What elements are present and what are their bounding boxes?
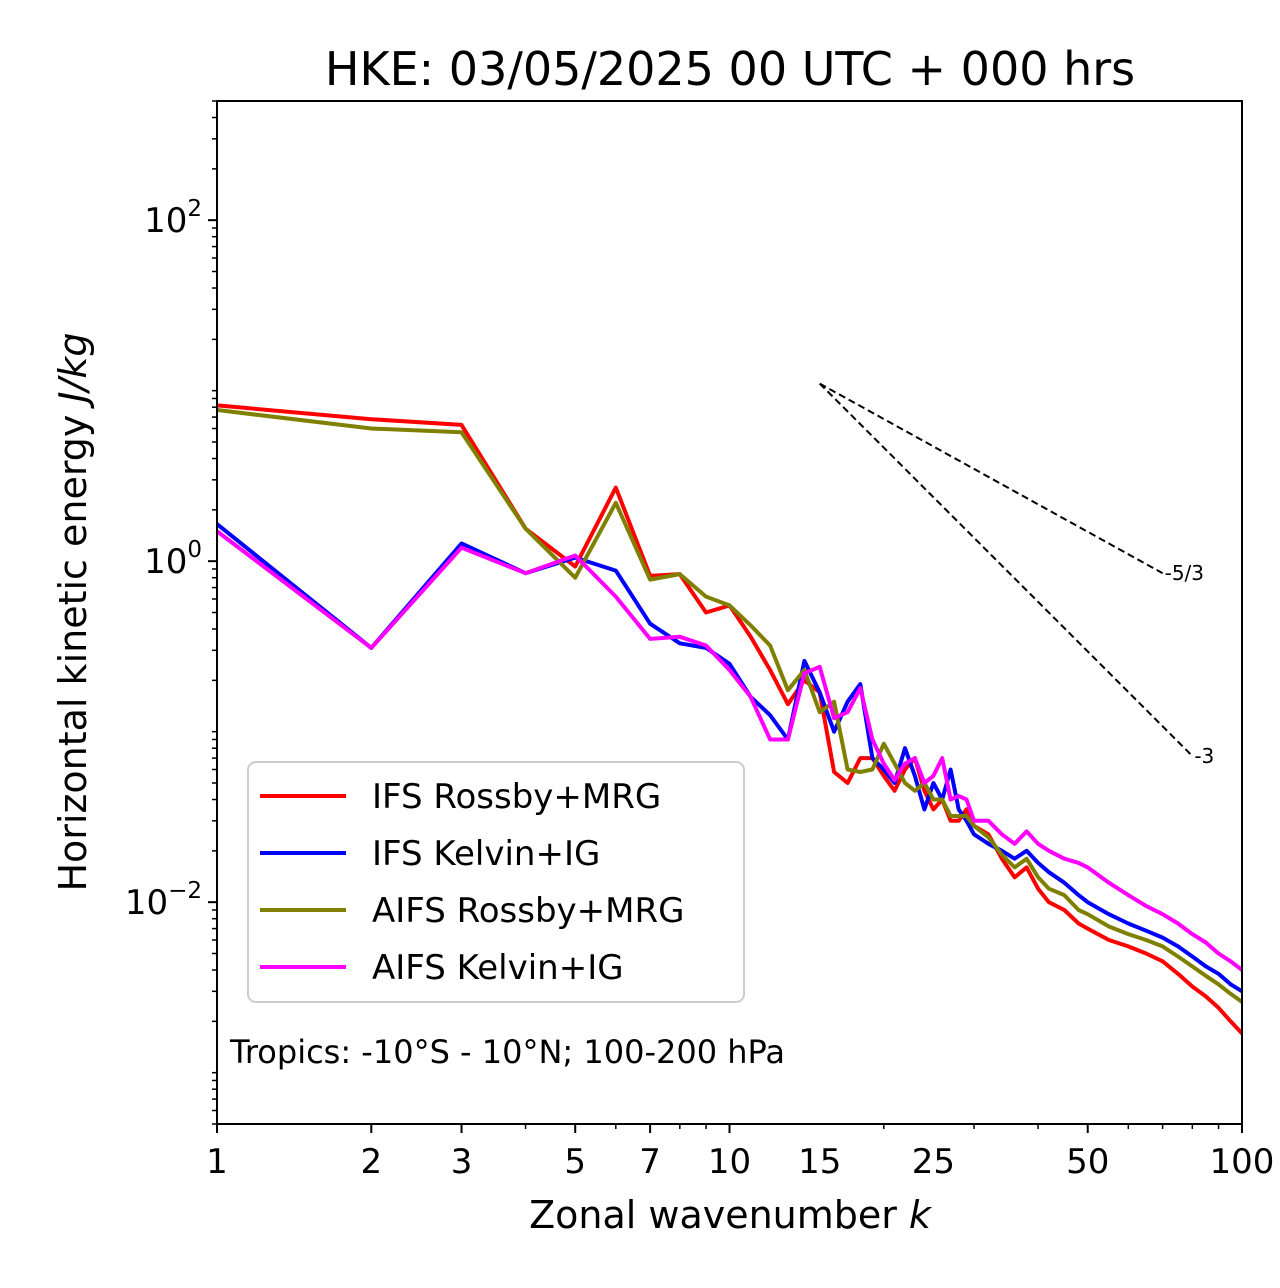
y-axis: 102 100 10−2	[125, 100, 217, 1125]
chart-title: HKE: 03/05/2025 00 UTC + 000 hrs	[325, 42, 1135, 96]
y-axis-label: Horizontal kinetic energyJ/kg	[51, 332, 95, 891]
legend-entry-label: AIFS Rossby+MRG	[372, 891, 684, 931]
x-tick-label: 50	[1066, 1142, 1109, 1182]
reference-lines: -5/3 -3	[819, 382, 1214, 768]
x-tick-label: 15	[798, 1142, 841, 1182]
legend-box	[247, 761, 745, 1003]
series-line	[217, 403, 1242, 1037]
x-axis: 1 2 3 5 7 10 15 25 50 100	[206, 1124, 1274, 1182]
y-tick-label: 102	[144, 196, 202, 241]
series-line	[217, 528, 1242, 973]
region-annotation: Tropics: -10°S - 10°N; 100-200 hPa	[229, 1033, 785, 1071]
x-tick-label: 3	[451, 1142, 473, 1182]
reference-slope-label: -5/3	[1165, 561, 1204, 585]
legend-entry-label: IFS Rossby+MRG	[372, 777, 661, 817]
x-tick-label: 10	[708, 1142, 751, 1182]
legend: IFS Rossby+MRG IFS Kelvin+IG AIFS Rossby+M…	[247, 761, 745, 1003]
y-tick-label: 10−2	[125, 878, 202, 923]
reference-slope-label: -3	[1194, 744, 1214, 768]
x-tick-label: 100	[1210, 1142, 1275, 1182]
x-axis-label: Zonal wavenumber k	[529, 1193, 933, 1237]
x-tick-label: 25	[912, 1142, 955, 1182]
x-tick-label: 5	[564, 1142, 586, 1182]
legend-entry-label: AIFS Kelvin+IG	[372, 948, 624, 988]
x-tick-label: 7	[639, 1142, 661, 1182]
x-tick-label: 1	[206, 1142, 228, 1182]
series-lines	[217, 403, 1242, 1037]
series-line	[217, 407, 1242, 1005]
legend-entry-label: IFS Kelvin+IG	[372, 834, 600, 874]
y-tick-label: 100	[144, 537, 202, 582]
x-tick-label: 2	[360, 1142, 382, 1182]
